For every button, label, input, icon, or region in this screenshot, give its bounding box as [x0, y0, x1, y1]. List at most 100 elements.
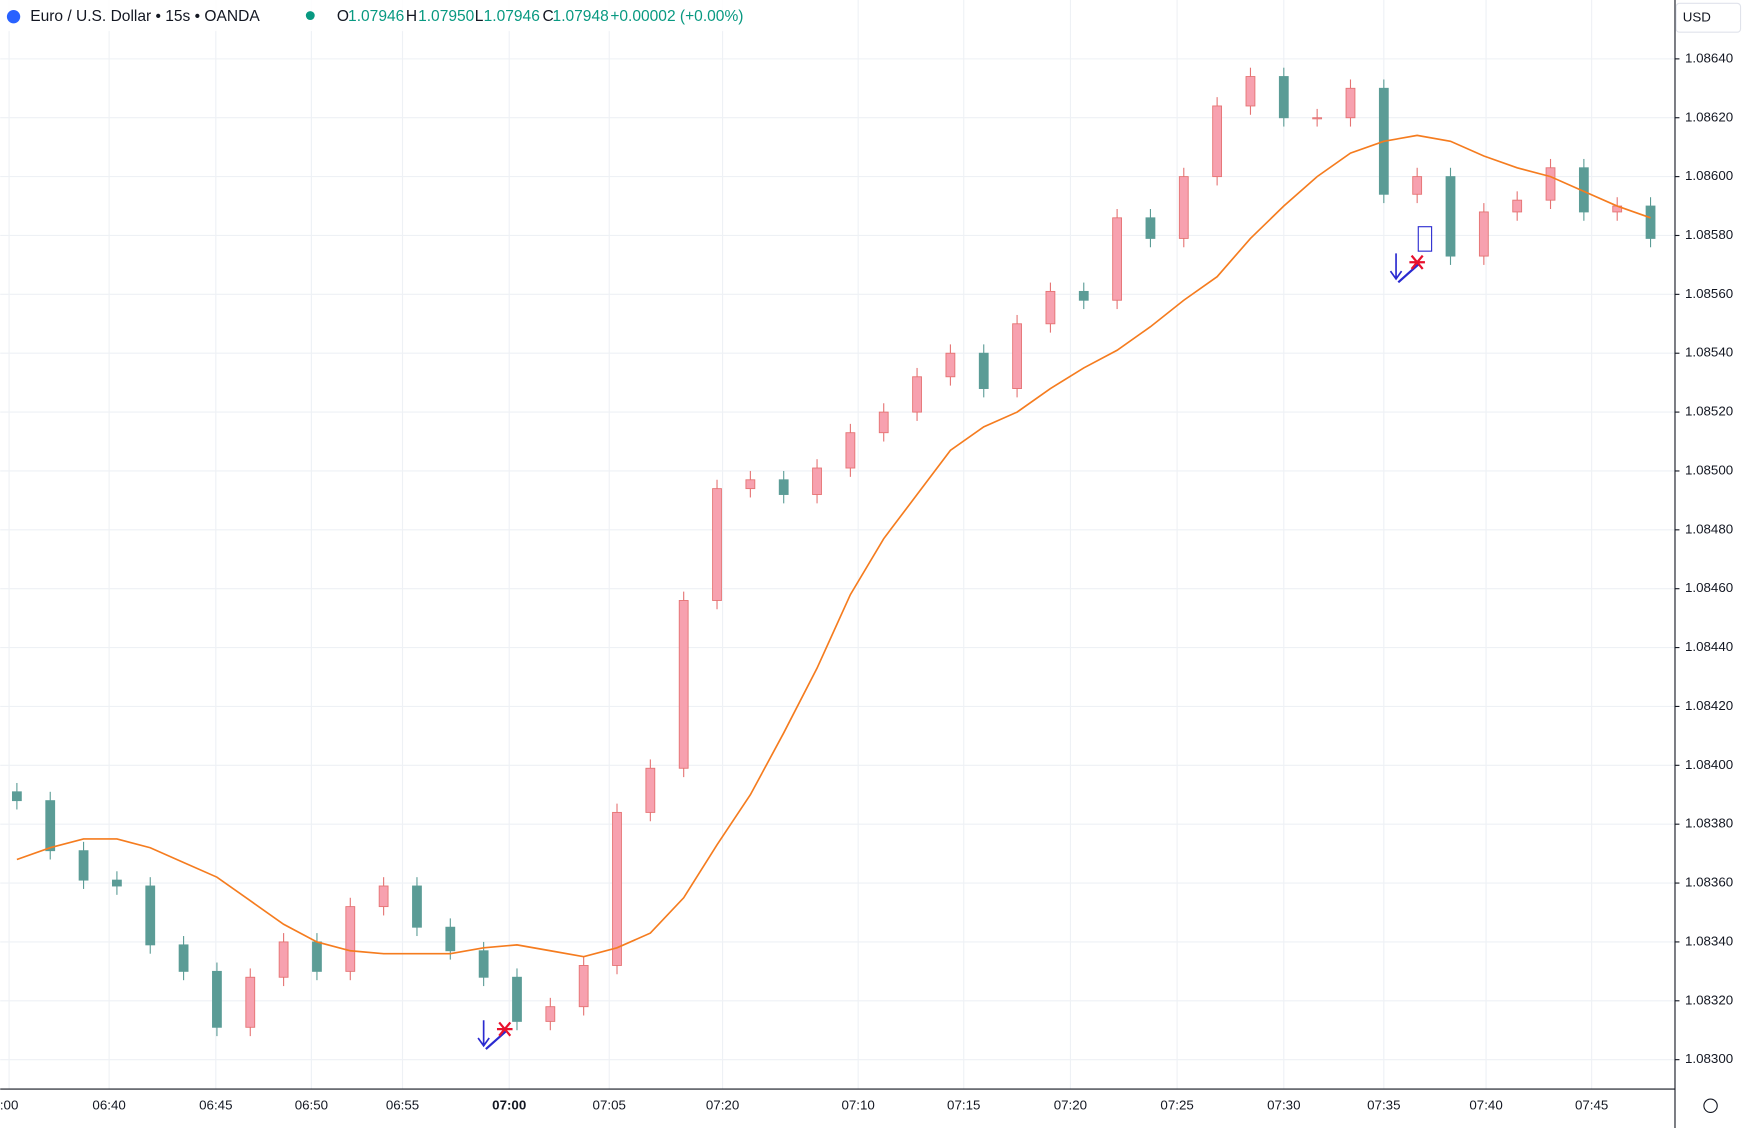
symbol-title: Euro / U.S. Dollar • 15s • OANDA	[30, 8, 260, 25]
y-tick-label: 1.08380	[1685, 816, 1733, 831]
candle-body	[1012, 323, 1022, 389]
x-tick-label: 07:45	[1575, 1097, 1608, 1112]
candle-body	[178, 944, 189, 972]
candle-body	[712, 488, 722, 601]
l-value: 1.07946	[484, 8, 540, 25]
c-value: 1.07948	[553, 8, 609, 25]
candle-body	[245, 976, 256, 1028]
y-tick-label: 1.08440	[1685, 639, 1733, 654]
y-tick-label: 1.08320	[1685, 992, 1733, 1007]
candle-body	[578, 965, 589, 1008]
y-tick-label: 1.08420	[1685, 698, 1733, 713]
candle-body	[1345, 87, 1356, 119]
candle-body	[1412, 176, 1423, 195]
grid	[0, 0, 1675, 1090]
candle-body	[412, 885, 422, 928]
y-tick-label: 1.08560	[1685, 286, 1733, 301]
candle-body	[1112, 217, 1122, 301]
candle-body	[745, 479, 756, 490]
currency[interactable]: USD	[1683, 9, 1711, 24]
x-tick-label: 07:10	[841, 1097, 874, 1112]
candle-body	[878, 411, 889, 434]
x-tick-label: 06:50	[295, 1097, 328, 1112]
candle-body	[278, 941, 289, 978]
symbol-icon	[6, 10, 21, 24]
y-tick-label: 1.08520	[1685, 404, 1733, 419]
c-label: C	[543, 8, 554, 25]
candle-body	[1145, 217, 1156, 239]
candle-body	[312, 941, 322, 972]
candle-body	[845, 432, 856, 469]
candle-body	[1245, 76, 1256, 107]
o-label: O	[337, 8, 349, 25]
x-tick-label: 07:20	[706, 1097, 739, 1112]
x-tick-label: 07:05	[593, 1097, 626, 1112]
candle-body	[1078, 290, 1089, 301]
currency-button[interactable]	[1675, 2, 1742, 33]
candle-body	[1645, 205, 1656, 239]
candle-body	[512, 976, 522, 1022]
candle-body	[1212, 105, 1223, 178]
candle-body	[145, 885, 156, 946]
candle-body	[212, 970, 222, 1028]
candle-body	[445, 926, 456, 952]
y-tick-label: 1.08580	[1685, 227, 1733, 242]
y-tick-label: 1.08360	[1685, 875, 1733, 890]
y-tick-label: 1.08540	[1685, 345, 1733, 360]
candle-body	[645, 767, 656, 813]
x-tick-label: 07:15	[947, 1097, 980, 1112]
x-tick-label: 07:35	[1367, 1097, 1400, 1112]
candle-body	[1045, 290, 1056, 325]
h-label: H	[406, 8, 417, 25]
y-tick-label: 1.08340	[1685, 933, 1733, 948]
candle-body	[1478, 211, 1489, 257]
candle-body	[1512, 199, 1523, 213]
x-tick-label: 07:40	[1469, 1097, 1502, 1112]
x-tick-label: 06:40	[92, 1097, 125, 1112]
y-tick-label: 1.08620	[1685, 109, 1733, 124]
x-tick-label: :00	[0, 1097, 18, 1112]
x-tick-label: 07:00	[492, 1097, 526, 1112]
header-bg	[0, 0, 779, 32]
signal-marker	[1389, 226, 1433, 284]
candle-body	[778, 479, 789, 495]
candle-body	[912, 376, 922, 413]
x-tick-label: 07:20	[1054, 1097, 1087, 1112]
status-dot	[305, 11, 315, 21]
y-tick-label: 1.08400	[1685, 757, 1733, 772]
settings-icon[interactable]	[1703, 1098, 1718, 1113]
l-label: L	[475, 8, 484, 25]
candle-body	[45, 800, 56, 852]
candle-body	[545, 1006, 556, 1022]
candle-body	[1312, 117, 1323, 120]
candle-body	[812, 467, 822, 495]
x-tick-label: 07:30	[1267, 1097, 1300, 1112]
h-value: 1.07950	[418, 8, 475, 25]
candle-body	[1545, 167, 1556, 201]
candle-body	[1278, 76, 1289, 119]
candle-body	[612, 811, 622, 966]
candle-body	[345, 906, 356, 972]
y-tick-label: 1.08500	[1685, 462, 1733, 477]
candle-body	[78, 850, 89, 881]
candle-body	[1178, 176, 1189, 239]
moving-average	[16, 134, 1651, 958]
x-tick-label: 06:45	[199, 1097, 232, 1112]
candle-body	[1445, 176, 1456, 257]
plot	[11, 67, 1656, 1037]
x-tick-label: 07:25	[1160, 1097, 1193, 1112]
candle-body	[378, 885, 389, 908]
y-tick-label: 1.08300	[1685, 1051, 1733, 1066]
candle-body	[478, 950, 489, 978]
candle-body	[978, 352, 989, 389]
y-tick-label: 1.08640	[1685, 50, 1733, 65]
candle-body	[112, 879, 122, 887]
signal-marker	[477, 1020, 513, 1050]
candle-body	[678, 600, 689, 769]
o-value: 1.07946	[348, 8, 404, 25]
candle-body	[945, 352, 956, 378]
change: +0.00002 (+0.00%)	[610, 8, 743, 25]
y-tick-label: 1.08460	[1685, 580, 1733, 595]
y-tick-label: 1.08480	[1685, 521, 1733, 536]
